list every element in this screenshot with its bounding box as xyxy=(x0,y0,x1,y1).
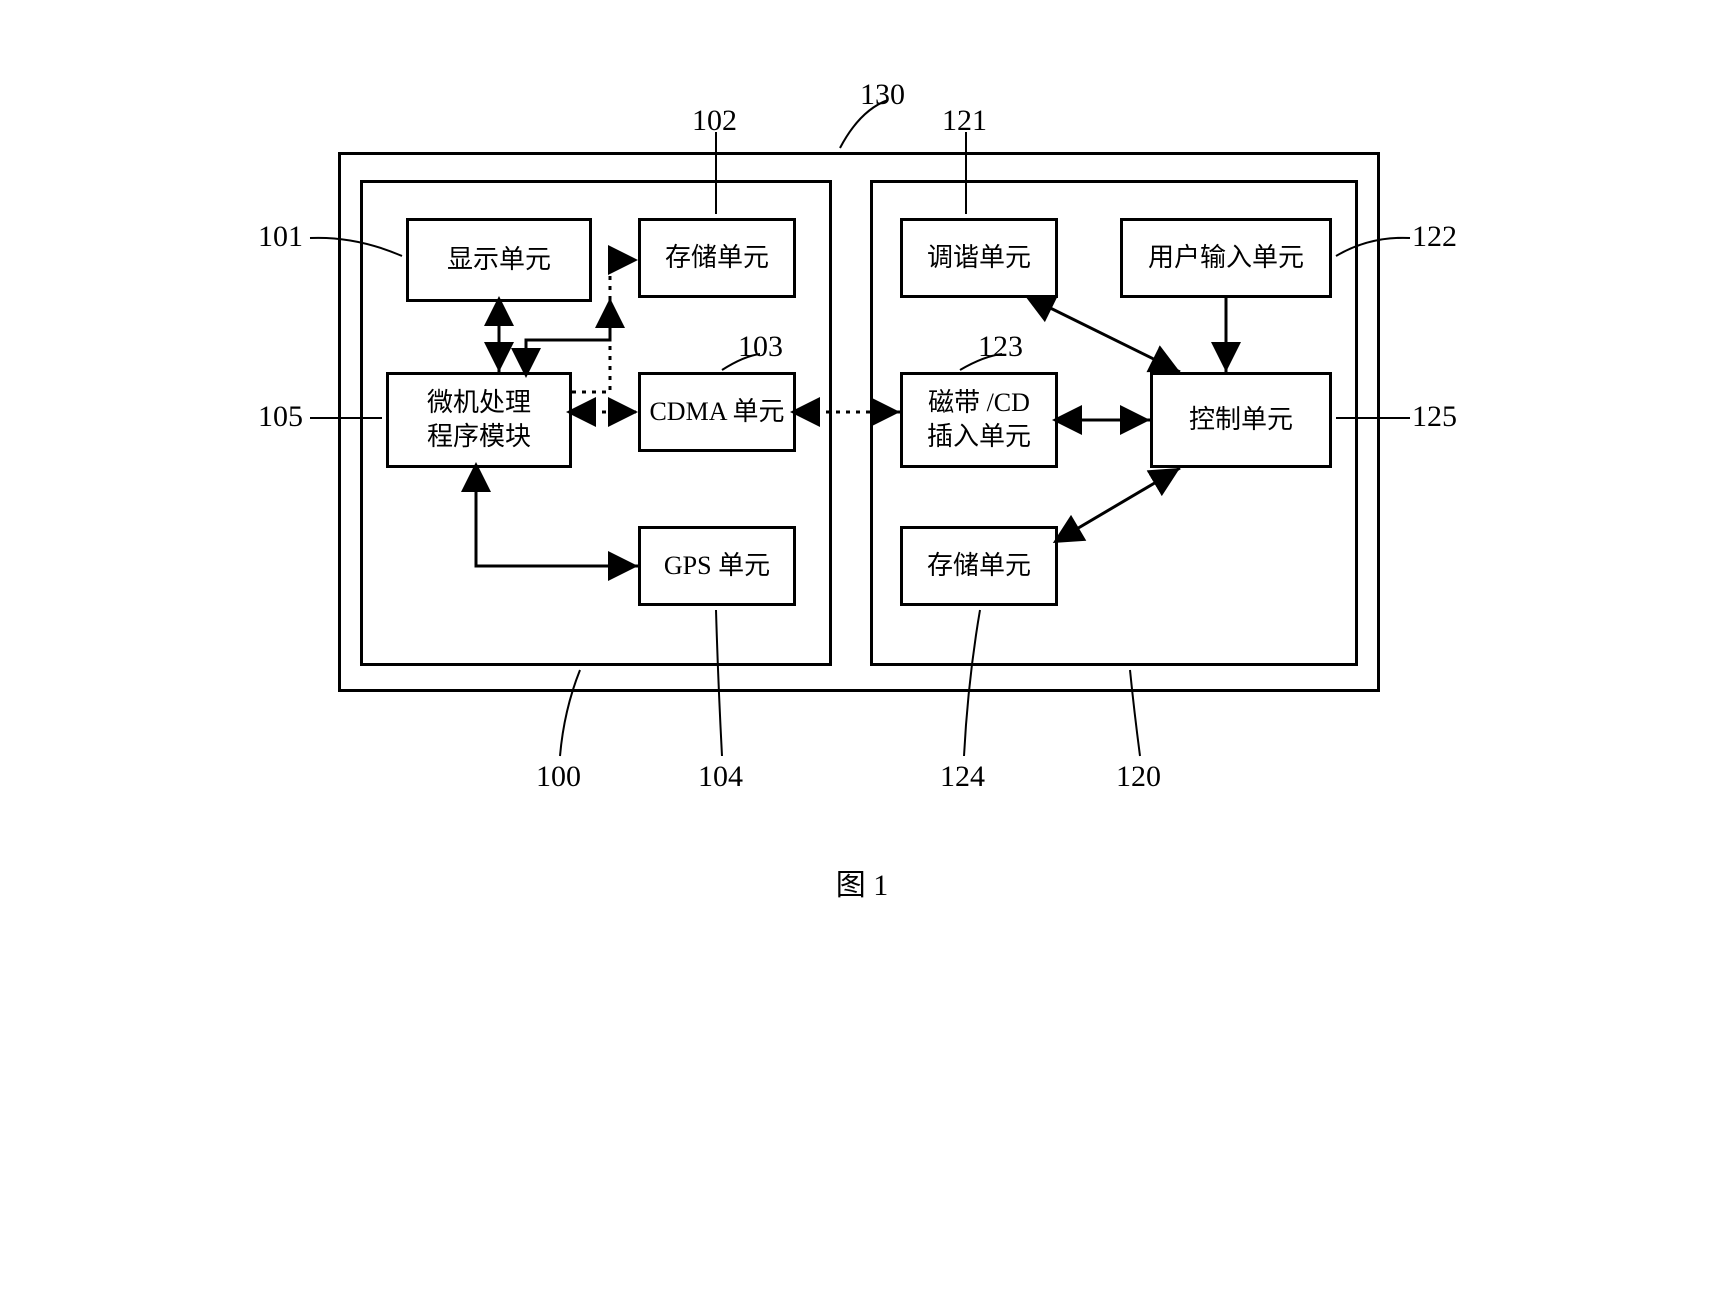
ref-120: 120 xyxy=(1116,760,1161,794)
ref-123: 123 xyxy=(978,330,1023,364)
block-control: 控制单元 xyxy=(1150,372,1332,468)
block-storage-left: 存储单元 xyxy=(638,218,796,298)
block-micro: 微机处理 程序模块 xyxy=(386,372,572,468)
ref-100: 100 xyxy=(536,760,581,794)
block-storage-right: 存储单元 xyxy=(900,526,1058,606)
block-micro-text: 微机处理 程序模块 xyxy=(427,386,531,454)
ref-102: 102 xyxy=(692,104,737,138)
block-tuner-text: 调谐单元 xyxy=(927,241,1031,275)
block-userinput-text: 用户输入单元 xyxy=(1148,241,1304,275)
block-gps-text: GPS 单元 xyxy=(664,549,770,583)
ref-125: 125 xyxy=(1412,400,1457,434)
block-tape-text: 磁带 /CD 插入单元 xyxy=(927,386,1031,454)
block-storage-right-text: 存储单元 xyxy=(927,549,1031,583)
block-display: 显示单元 xyxy=(406,218,592,302)
block-tuner: 调谐单元 xyxy=(900,218,1058,298)
ref-130: 130 xyxy=(860,78,905,112)
block-tape: 磁带 /CD 插入单元 xyxy=(900,372,1058,468)
diagram-canvas: 显示单元 存储单元 微机处理 程序模块 CDMA 单元 GPS 单元 调谐单元 … xyxy=(240,40,1484,960)
block-display-text: 显示单元 xyxy=(447,243,551,277)
ref-105: 105 xyxy=(258,400,303,434)
ref-104: 104 xyxy=(698,760,743,794)
block-cdma: CDMA 单元 xyxy=(638,372,796,452)
block-cdma-text: CDMA 单元 xyxy=(649,395,784,429)
figure-caption: 图 1 xyxy=(836,860,889,904)
block-userinput: 用户输入单元 xyxy=(1120,218,1332,298)
ref-122: 122 xyxy=(1412,220,1457,254)
block-storage-left-text: 存储单元 xyxy=(665,241,769,275)
ref-101: 101 xyxy=(258,220,303,254)
ref-124: 124 xyxy=(940,760,985,794)
block-gps: GPS 单元 xyxy=(638,526,796,606)
ref-121: 121 xyxy=(942,104,987,138)
block-control-text: 控制单元 xyxy=(1189,403,1293,437)
ref-103: 103 xyxy=(738,330,783,364)
